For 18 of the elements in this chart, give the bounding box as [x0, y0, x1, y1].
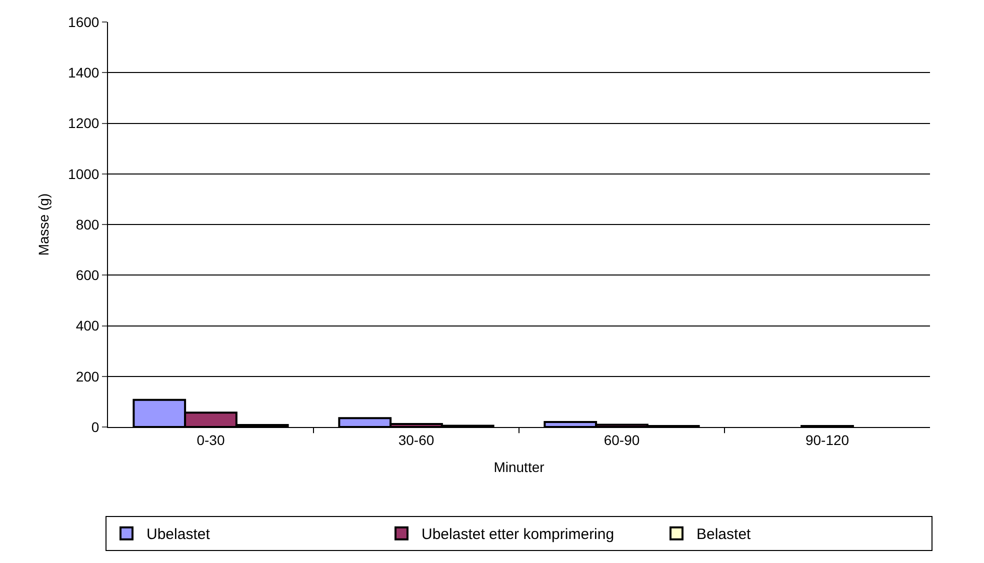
y-tick-label: 600: [76, 267, 100, 284]
y-tick-label: 400: [76, 318, 100, 334]
y-tick-label: 800: [76, 216, 100, 232]
x-tick-label: 60-90: [604, 432, 640, 448]
legend-label: Belastet: [696, 526, 752, 544]
y-tick-label: 1000: [68, 166, 100, 182]
x-tick-label: 90-120: [805, 432, 850, 448]
y-tick-label: 1200: [68, 115, 100, 132]
y-tick-label: 1400: [68, 64, 100, 81]
legend-label: Ubelastet: [146, 526, 211, 544]
y-axis-title: Masse (g): [36, 193, 52, 256]
y-tick-label: 1600: [68, 14, 100, 30]
y-tick-label: 0: [91, 418, 100, 435]
x-tick-label: 0-30: [196, 432, 225, 448]
legend-label: Ubelastet etter komprimering: [422, 526, 614, 544]
x-tick-label: 30-60: [398, 432, 434, 448]
y-tick-label: 200: [76, 368, 100, 384]
x-axis-title: Minutter: [494, 459, 545, 476]
